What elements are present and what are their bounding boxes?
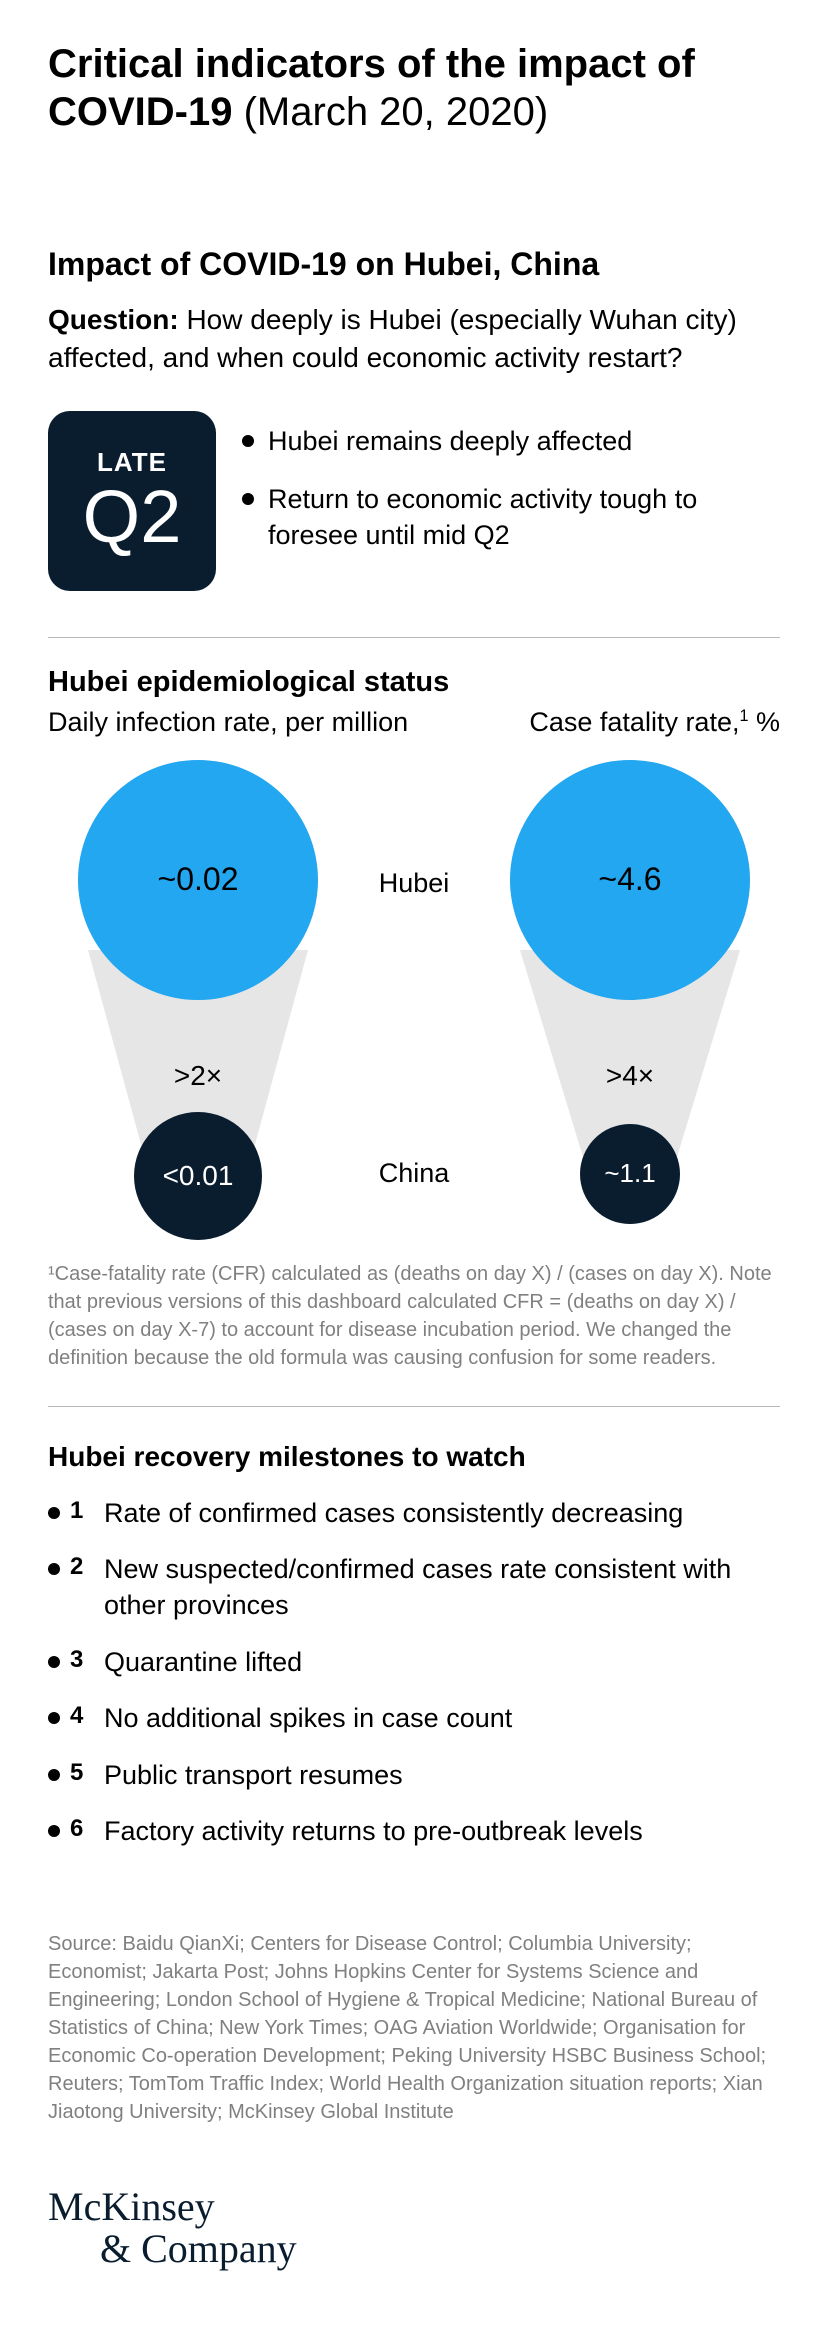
chart-col-left: ~0.02 >2× <0.01 bbox=[78, 760, 318, 1240]
mckinsey-logo: McKinsey & Company bbox=[48, 2186, 780, 2270]
source-text: Source: Baidu QianXi; Centers for Diseas… bbox=[48, 1930, 780, 2126]
row-label-hubei: Hubei bbox=[379, 868, 450, 899]
title-date: (March 20, 2020) bbox=[233, 90, 549, 134]
bullet-item: Return to economic activity tough to for… bbox=[242, 481, 780, 554]
footnote: ¹Case-fatality rate (CFR) calculated as … bbox=[48, 1260, 780, 1372]
logo-line2: & Company bbox=[48, 2228, 780, 2270]
question-text: Question: How deeply is Hubei (especiall… bbox=[48, 301, 780, 377]
circle-hubei-right: ~4.6 bbox=[510, 760, 750, 1000]
milestone-item: 6Factory activity returns to pre-outbrea… bbox=[48, 1813, 780, 1849]
milestone-item: 1Rate of confirmed cases consistently de… bbox=[48, 1495, 780, 1531]
badge-bullets: Hubei remains deeply affected Return to … bbox=[242, 411, 780, 576]
multiplier-left: >2× bbox=[174, 1060, 222, 1092]
logo-line1: McKinsey bbox=[48, 2186, 780, 2228]
milestone-item: 5Public transport resumes bbox=[48, 1757, 780, 1793]
milestones-title: Hubei recovery milestones to watch bbox=[48, 1441, 780, 1473]
row-label-china: China bbox=[379, 1158, 450, 1189]
circle-china-left: <0.01 bbox=[134, 1112, 262, 1240]
milestone-item: 4No additional spikes in case count bbox=[48, 1700, 780, 1736]
divider bbox=[48, 1406, 780, 1407]
epi-left-label: Daily infection rate, per million bbox=[48, 707, 409, 738]
milestone-item: 3Quarantine lifted bbox=[48, 1644, 780, 1680]
epi-title: Hubei epidemiological status bbox=[48, 666, 780, 699]
section-title: Impact of COVID-19 on Hubei, China bbox=[48, 246, 780, 283]
bullet-item: Hubei remains deeply affected bbox=[242, 423, 780, 459]
badge-top: LATE bbox=[97, 447, 167, 478]
timeline-badge: LATE Q2 bbox=[48, 411, 216, 591]
page-title: Critical indicators of the impact of COV… bbox=[48, 40, 780, 136]
epi-chart: Hubei China ~0.02 >2× <0.01 ~4.6 >4× ~1.… bbox=[48, 760, 780, 1240]
chart-col-right: ~4.6 >4× ~1.1 bbox=[510, 760, 750, 1240]
epi-column-labels: Daily infection rate, per million Case f… bbox=[48, 707, 780, 738]
milestones-list: 1Rate of confirmed cases consistently de… bbox=[48, 1495, 780, 1850]
divider bbox=[48, 637, 780, 638]
circle-china-right: ~1.1 bbox=[580, 1124, 680, 1224]
badge-row: LATE Q2 Hubei remains deeply affected Re… bbox=[48, 411, 780, 591]
milestone-item: 2New suspected/confirmed cases rate cons… bbox=[48, 1551, 780, 1624]
multiplier-right: >4× bbox=[606, 1060, 654, 1092]
circle-hubei-left: ~0.02 bbox=[78, 760, 318, 1000]
question-label: Question: bbox=[48, 304, 179, 335]
badge-bottom: Q2 bbox=[83, 480, 182, 554]
epi-right-label: Case fatality rate,1 % bbox=[419, 707, 780, 738]
